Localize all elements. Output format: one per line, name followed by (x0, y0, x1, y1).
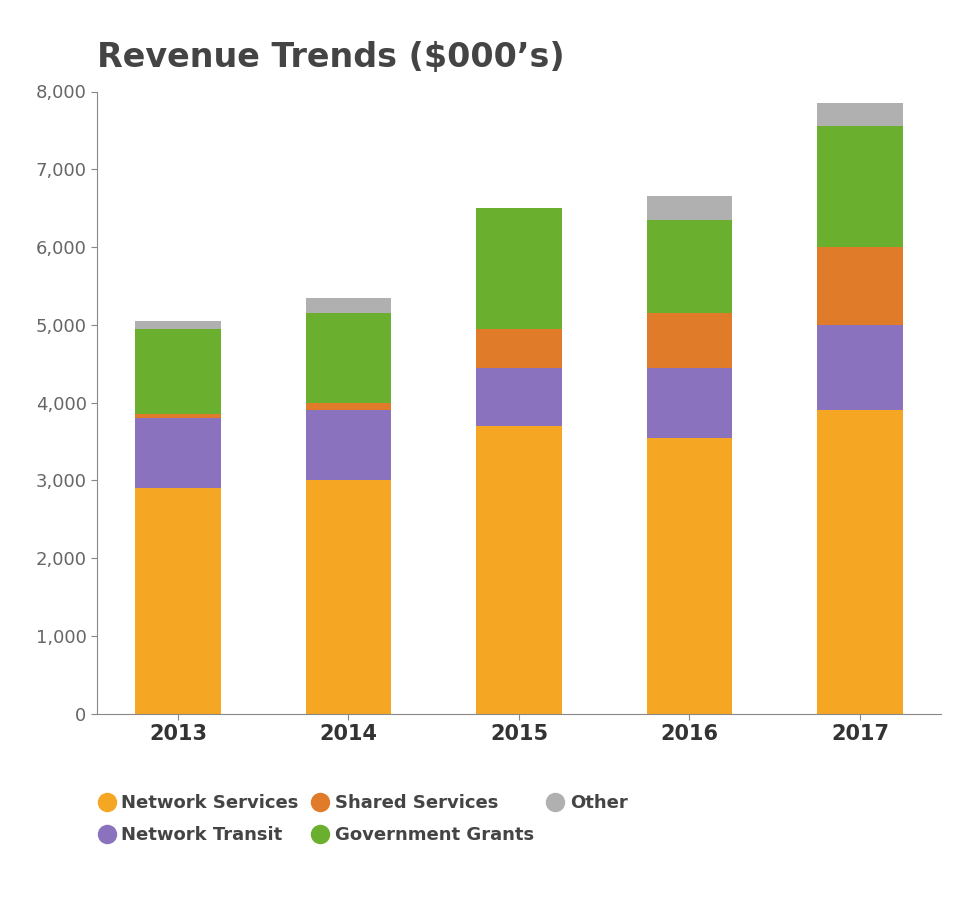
Bar (305, 297, 391, 313)
Bar (817, 126, 901, 247)
Bar (646, 220, 732, 313)
Bar (305, 480, 391, 714)
Bar (136, 418, 220, 489)
Bar (646, 437, 732, 714)
Bar (136, 321, 220, 328)
Bar (817, 103, 901, 126)
Bar (136, 414, 220, 418)
Bar (476, 426, 561, 714)
Bar (817, 247, 901, 325)
Text: Revenue Trends ($000’s): Revenue Trends ($000’s) (97, 40, 564, 73)
Bar (646, 368, 732, 437)
Bar (305, 410, 391, 480)
Bar (817, 410, 901, 714)
Bar (136, 489, 220, 714)
Bar (136, 328, 220, 414)
Bar (476, 209, 561, 328)
Bar (646, 313, 732, 368)
Bar (817, 325, 901, 410)
Bar (305, 403, 391, 410)
Legend: Network Services, Network Transit, Shared Services, Government Grants, Other: Network Services, Network Transit, Share… (98, 785, 636, 854)
Bar (476, 328, 561, 368)
Bar (305, 313, 391, 403)
Bar (476, 368, 561, 426)
Bar (646, 197, 732, 220)
